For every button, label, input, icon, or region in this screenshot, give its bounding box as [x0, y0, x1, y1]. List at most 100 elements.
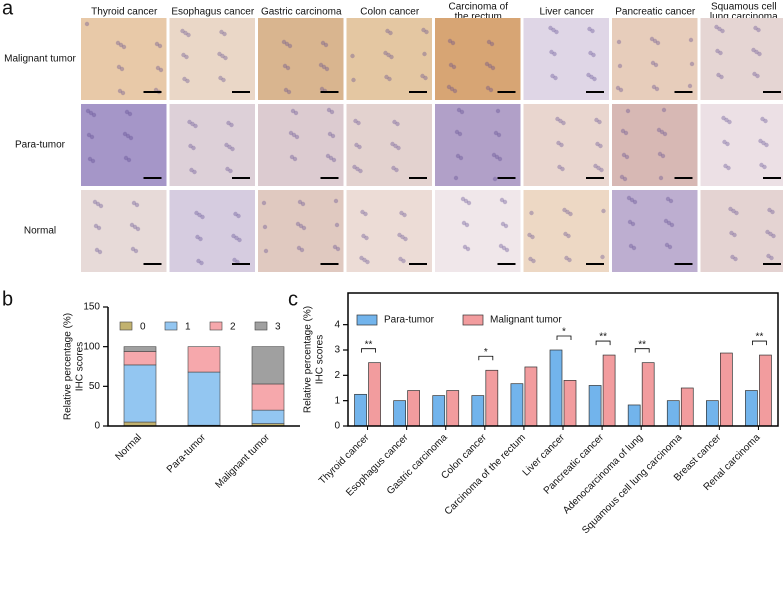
cell	[753, 26, 757, 30]
y-tick-label: 1	[334, 395, 340, 406]
bar-segment	[124, 351, 156, 364]
cell	[722, 140, 726, 144]
row-label: Para-tumor	[15, 140, 66, 151]
cell	[714, 25, 718, 29]
cell	[398, 257, 402, 261]
cell	[715, 49, 719, 53]
cell	[399, 211, 403, 215]
cell	[462, 221, 466, 225]
micrograph	[258, 104, 344, 186]
micrograph	[435, 190, 521, 272]
cell	[219, 30, 223, 34]
bar	[720, 353, 732, 426]
cell	[557, 165, 561, 169]
x-tick-label: Carcinoma of the rectum	[443, 432, 528, 517]
cell	[595, 142, 599, 146]
y-axis-title: IHC scores	[75, 342, 86, 391]
y-tick-label: 100	[83, 341, 100, 352]
cell	[659, 176, 663, 180]
column-title: Colon cancer	[360, 7, 420, 18]
micrograph	[701, 104, 783, 186]
cell	[651, 61, 655, 65]
bar	[603, 355, 615, 426]
bar	[564, 380, 576, 426]
cell	[359, 256, 363, 260]
micrograph	[258, 18, 344, 100]
cell	[180, 29, 184, 33]
cell	[657, 128, 661, 132]
cell	[500, 198, 504, 202]
cell	[548, 26, 552, 30]
panel-letter: b	[2, 288, 13, 310]
x-tick-label: Malignant tumor	[214, 432, 273, 491]
cell	[182, 77, 186, 81]
cell	[130, 223, 134, 227]
cell	[326, 154, 330, 158]
cell	[618, 64, 622, 68]
significance: *	[562, 327, 566, 338]
cell	[616, 86, 620, 90]
cell	[690, 62, 694, 66]
cell	[457, 108, 461, 112]
cell	[487, 40, 491, 44]
cell	[321, 41, 325, 45]
cell	[262, 201, 266, 205]
cell	[132, 201, 136, 205]
bar-segment	[252, 347, 284, 384]
cell	[195, 235, 199, 239]
bar	[486, 370, 498, 426]
y-tick-label: 0	[334, 421, 340, 432]
bar	[706, 401, 718, 426]
cell	[752, 72, 756, 76]
column-title: Esophagus cancer	[171, 7, 255, 18]
significance: **	[756, 332, 764, 343]
cell	[501, 222, 505, 226]
cell	[447, 85, 451, 89]
legend-swatch	[255, 322, 267, 330]
cell	[335, 223, 339, 227]
x-tick-label: Normal	[113, 432, 144, 463]
micrograph	[612, 190, 698, 272]
cell	[384, 75, 388, 79]
y-axis-title: Relative percentage (%)	[303, 306, 314, 413]
cell	[231, 234, 235, 238]
legend-label: Malignant tumor	[490, 315, 562, 326]
cell	[652, 85, 656, 89]
cell	[549, 50, 553, 54]
significance: **	[365, 339, 373, 350]
cell	[728, 207, 732, 211]
cell	[529, 211, 533, 215]
cell	[456, 154, 460, 158]
cell	[421, 28, 425, 32]
y-tick-label: 0	[94, 421, 100, 432]
cell	[586, 73, 590, 77]
cell	[527, 233, 531, 237]
cell	[563, 232, 567, 236]
cell	[327, 108, 331, 112]
cell	[156, 66, 160, 70]
cell	[422, 52, 426, 56]
cell	[621, 129, 625, 133]
cell	[485, 62, 489, 66]
micrograph	[435, 104, 521, 186]
cell	[587, 27, 591, 31]
y-tick-label: 50	[89, 381, 101, 392]
cell	[298, 200, 302, 204]
cell	[187, 120, 191, 124]
cell	[494, 131, 498, 135]
cell	[283, 64, 287, 68]
legend-swatch	[463, 315, 483, 325]
cell	[233, 212, 237, 216]
bar	[394, 401, 406, 426]
y-axis-title: IHC scores	[315, 335, 326, 384]
cell	[650, 37, 654, 41]
micrograph	[701, 18, 783, 100]
cell	[664, 219, 668, 223]
cell	[397, 233, 401, 237]
bar	[681, 388, 693, 426]
cell	[730, 255, 734, 259]
y-axis-title: Relative percentage (%)	[63, 313, 74, 420]
cell	[87, 133, 91, 137]
cell	[131, 247, 135, 251]
